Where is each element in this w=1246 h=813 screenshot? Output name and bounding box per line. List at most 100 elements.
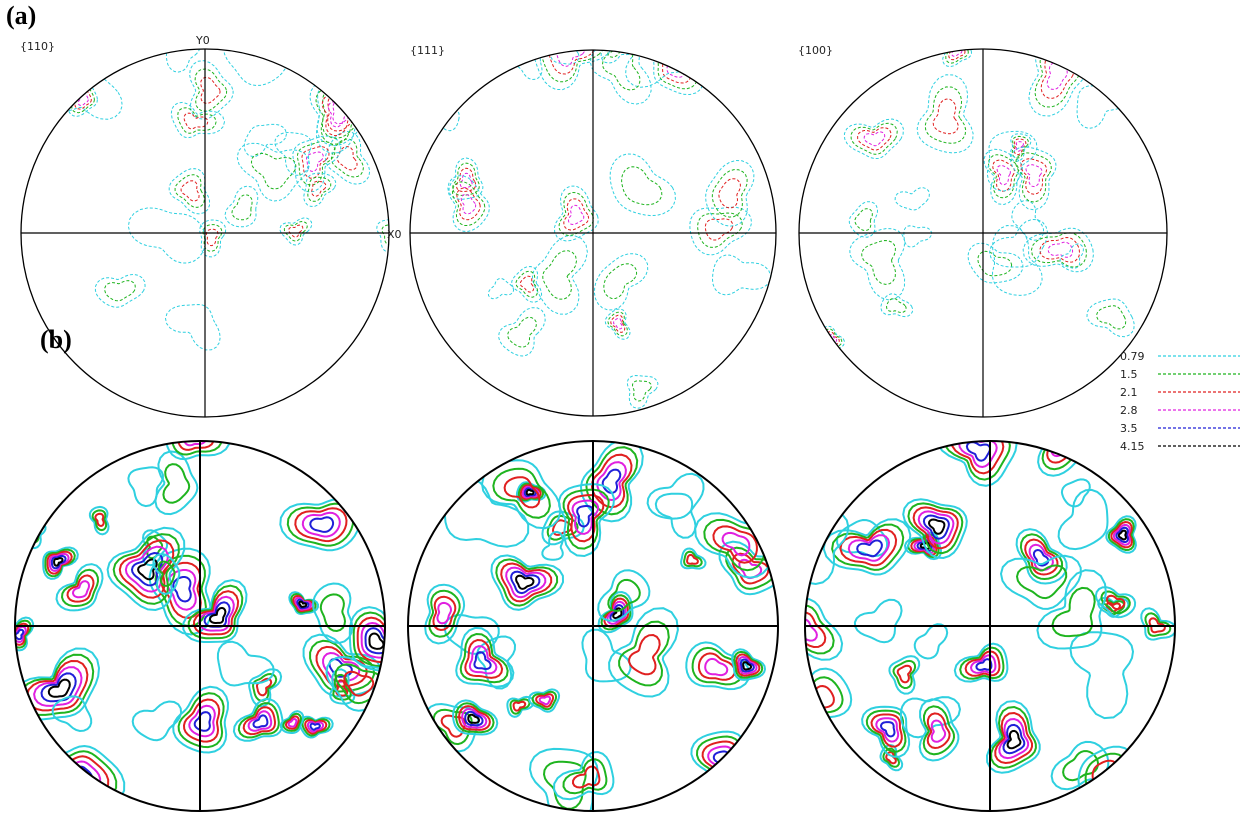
pole-figure-contours — [822, 49, 1135, 350]
contour — [460, 194, 477, 215]
contour — [975, 658, 993, 671]
contour — [443, 613, 500, 655]
contour — [597, 590, 634, 634]
contour — [168, 168, 210, 215]
contour — [585, 446, 639, 516]
contour — [1060, 478, 1091, 508]
contour — [848, 201, 879, 238]
contour — [512, 700, 527, 712]
pole-circle — [20, 48, 390, 418]
contour — [1107, 518, 1135, 552]
contour — [541, 530, 564, 561]
contour — [567, 204, 585, 226]
contour — [885, 751, 897, 765]
contour — [556, 50, 586, 67]
contour — [177, 692, 225, 749]
contour — [609, 153, 676, 217]
contour — [91, 509, 108, 532]
contour — [654, 492, 697, 539]
contour — [1059, 243, 1084, 269]
contour — [448, 157, 484, 200]
contour — [104, 280, 136, 302]
contour — [424, 583, 466, 645]
contour — [1013, 138, 1027, 156]
contour — [854, 208, 873, 231]
contour — [857, 127, 892, 151]
contour — [704, 218, 734, 241]
contour — [15, 616, 35, 652]
contour — [286, 502, 355, 547]
contour — [1022, 227, 1094, 273]
contour — [607, 311, 628, 337]
contour — [1015, 152, 1052, 203]
contour — [608, 607, 679, 698]
contour — [360, 621, 385, 659]
contour — [704, 657, 729, 677]
contour — [180, 180, 200, 202]
pole-figure-contours — [15, 441, 385, 806]
contour — [918, 698, 960, 762]
pole-label: {100} — [798, 44, 833, 57]
contour — [959, 646, 1005, 680]
contour — [610, 314, 626, 333]
contour — [40, 672, 77, 703]
contour — [903, 225, 933, 248]
contour — [189, 60, 234, 120]
contour — [879, 721, 896, 738]
contour — [208, 606, 227, 624]
legend-label: 2.1 — [1120, 386, 1138, 399]
contour — [1112, 523, 1131, 546]
contour — [176, 441, 215, 451]
contour — [631, 380, 652, 402]
legend-label: 3.5 — [1120, 422, 1138, 435]
contour — [436, 601, 453, 625]
contour — [315, 645, 368, 688]
contour — [924, 86, 967, 144]
contour — [170, 101, 226, 139]
contour — [279, 498, 361, 552]
contour — [452, 162, 480, 196]
contour — [1040, 53, 1075, 99]
contour — [319, 593, 347, 633]
contour — [517, 482, 545, 502]
contour — [805, 618, 818, 642]
contour — [309, 722, 321, 731]
pole-circle — [409, 49, 777, 417]
contour — [1015, 564, 1068, 600]
contour — [977, 250, 1013, 277]
legend-label: 0.79 — [1120, 350, 1145, 363]
contour — [182, 698, 221, 743]
contour — [172, 685, 230, 754]
contour — [66, 574, 95, 603]
contour — [964, 650, 1001, 677]
frames — [14, 48, 1176, 812]
contour — [926, 712, 951, 750]
contour — [243, 123, 288, 157]
contour — [528, 688, 561, 713]
contour — [1117, 529, 1128, 541]
contour — [666, 55, 685, 78]
contour — [538, 695, 552, 706]
contour — [127, 466, 164, 508]
contour — [994, 711, 1033, 765]
contour — [71, 580, 91, 599]
contour — [721, 531, 751, 557]
contour — [531, 234, 588, 315]
pole-circle — [14, 440, 386, 812]
contour — [985, 700, 1041, 774]
contour — [849, 227, 906, 301]
contour — [456, 187, 481, 221]
contour — [182, 578, 248, 643]
contour — [600, 50, 637, 64]
contour — [657, 50, 698, 90]
contour — [621, 166, 663, 206]
contour — [521, 485, 540, 499]
contour — [200, 76, 221, 104]
contour — [606, 600, 627, 625]
contour — [805, 667, 853, 731]
contour — [945, 49, 969, 64]
contour — [691, 646, 744, 686]
contour — [528, 747, 599, 811]
contour — [294, 507, 348, 543]
contour — [63, 765, 94, 785]
